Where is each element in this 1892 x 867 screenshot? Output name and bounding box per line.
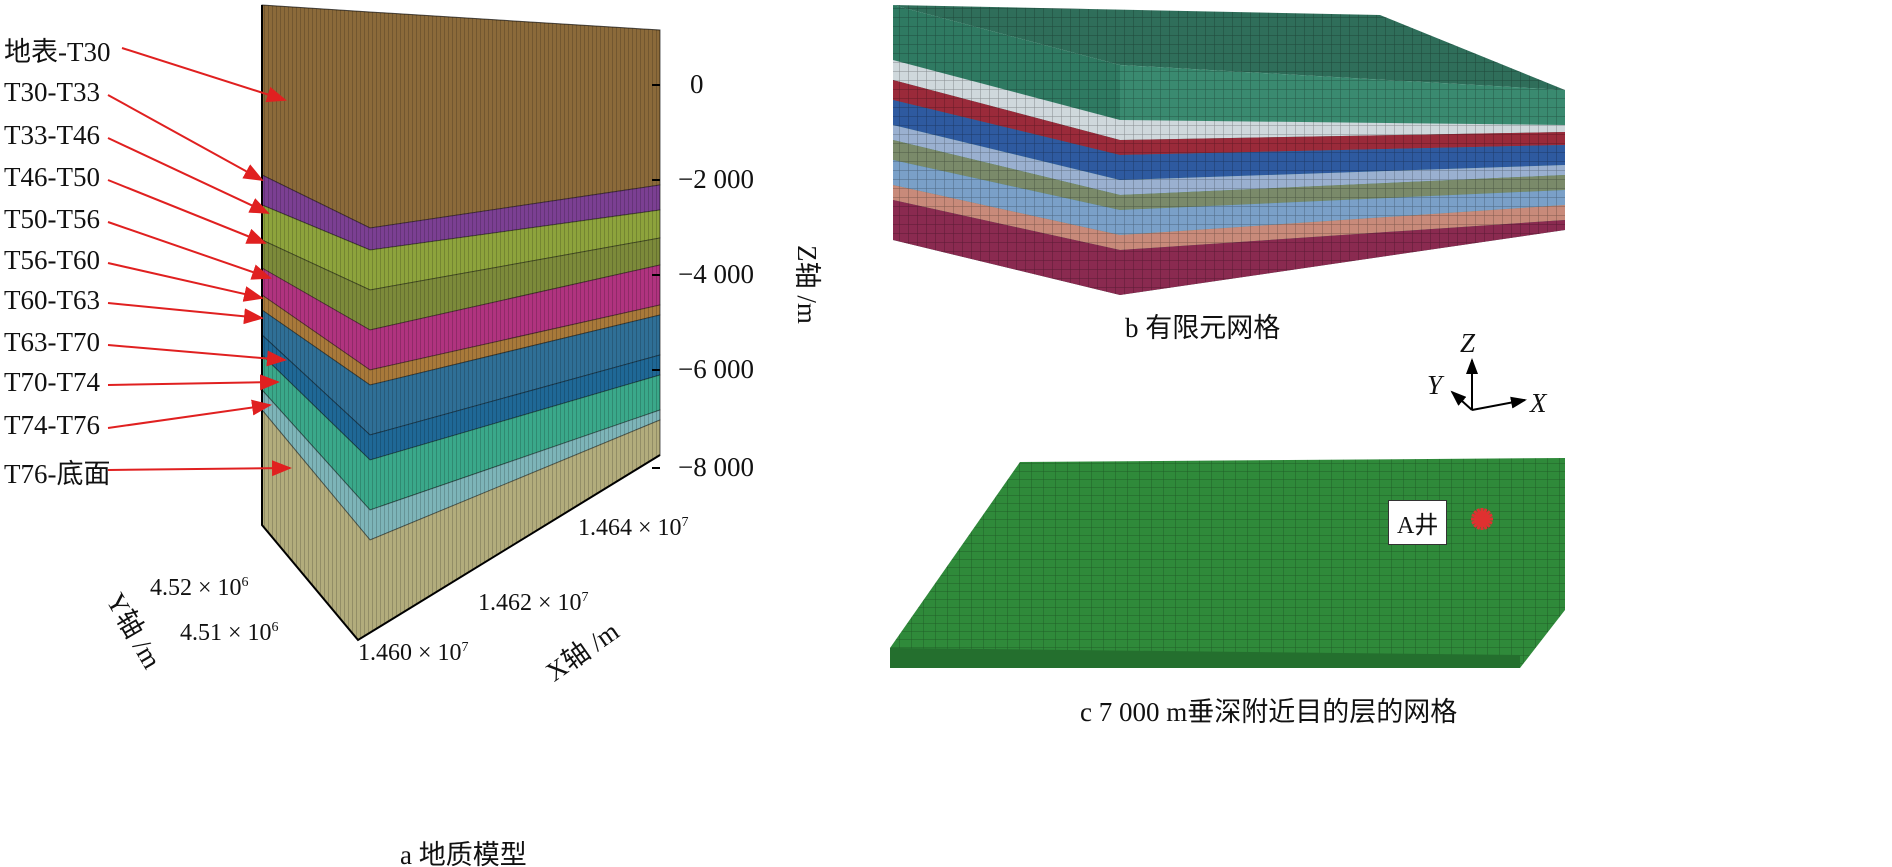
layer-arrow: [107, 221, 272, 280]
z-tick: 0: [690, 69, 704, 99]
well-label: A井: [1388, 500, 1448, 545]
target-layer-mesh: [890, 458, 1565, 668]
layer-label: 地表-T30: [4, 37, 111, 67]
layer-arrow: [107, 94, 264, 181]
caption-a: a 地质模型: [400, 840, 527, 867]
layer-label: T60-T63: [4, 285, 100, 315]
layer-label: T33-T46: [4, 120, 100, 150]
x-tick-1.462e7: 1.462 × 107: [478, 590, 589, 616]
layer-arrow: [121, 47, 287, 103]
geologic-model-block: [261, 4, 661, 642]
z-tick: −6 000: [678, 354, 754, 384]
y-tick-4.52e6: 4.52 × 106: [150, 575, 249, 601]
layer-label: T50-T56: [4, 204, 100, 234]
axes-triad-icon: [1450, 358, 1527, 411]
triad-y-label: Y: [1427, 370, 1443, 400]
z-tick: −4 000: [678, 259, 754, 289]
layer-arrow: [107, 302, 264, 325]
well-marker-icon: [1471, 508, 1493, 530]
finite-element-mesh-block: [893, 5, 1565, 295]
layer-label: T56-T60: [4, 245, 100, 275]
layer-arrow: [107, 460, 292, 477]
layer-arrow: [107, 262, 264, 302]
layer-arrow: [107, 344, 287, 367]
z-tick: −8 000: [678, 452, 754, 482]
z-tick: −2 000: [678, 164, 754, 194]
layer-label: T46-T50: [4, 162, 100, 192]
z-axis-label: Z轴 /m: [791, 245, 822, 324]
layer-arrow: [107, 179, 267, 244]
layer-arrow: [107, 137, 270, 214]
layer-label: T76-底面: [4, 459, 111, 489]
layer-arrows: [107, 47, 292, 477]
mesh-stripes: [261, 4, 661, 641]
triad-z-label: Z: [1460, 328, 1476, 358]
layer-label: T70-T74: [4, 367, 100, 397]
layer-arrow: [107, 399, 272, 429]
caption-b: b 有限元网格: [1125, 313, 1281, 343]
x-tick-1.460e7: 1.460 × 107: [358, 640, 469, 666]
triad-x-label: X: [1530, 388, 1547, 418]
x-tick-1.464e7: 1.464 × 107: [578, 515, 689, 541]
layer-label: T74-T76: [4, 410, 100, 440]
layer-label: T63-T70: [4, 327, 100, 357]
caption-c: c 7 000 m垂深附近目的层的网格: [1080, 697, 1458, 727]
y-tick-4.51e6: 4.51 × 106: [180, 620, 279, 646]
layer-label: T30-T33: [4, 77, 100, 107]
layer-arrow: [107, 374, 280, 391]
